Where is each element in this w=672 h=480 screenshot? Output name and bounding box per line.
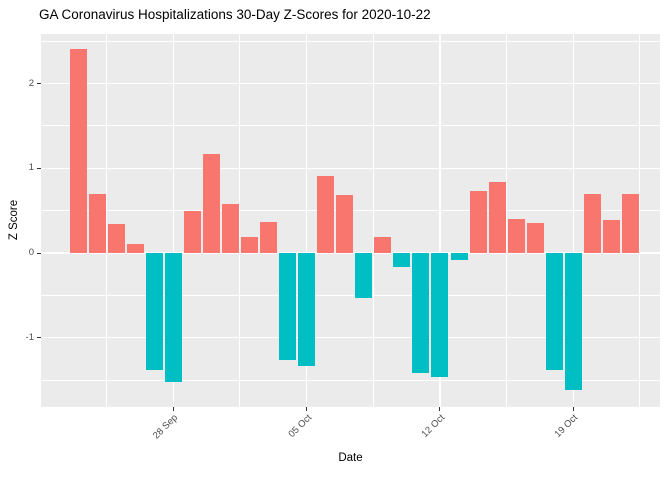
major-gridline-h (41, 167, 660, 170)
x-tick-mark (172, 407, 174, 411)
bar (221, 203, 239, 253)
minor-gridline-v (239, 34, 241, 407)
y-tick-label: -1 (25, 331, 34, 343)
x-axis-title: Date (338, 452, 363, 464)
y-tick-mark (37, 167, 41, 169)
x-tick-mark (306, 407, 308, 411)
bar (317, 175, 335, 253)
bar (507, 219, 525, 253)
minor-gridline-v (639, 34, 641, 407)
bar (183, 210, 201, 253)
major-gridline-h (41, 252, 660, 254)
bar (126, 243, 144, 253)
x-tick-label: 19 Oct (552, 412, 581, 440)
bar (145, 253, 163, 370)
bar (602, 219, 620, 253)
y-tick-mark (37, 83, 41, 85)
x-tick-label: 28 Sep (151, 412, 181, 442)
minor-gridline-h (41, 40, 660, 42)
bar (450, 253, 468, 260)
bar (412, 253, 430, 374)
major-gridline-v (572, 34, 575, 407)
minor-gridline-v (106, 34, 108, 407)
bar (355, 253, 373, 298)
y-tick-label: 0 (28, 247, 34, 258)
bar (393, 253, 411, 268)
y-tick-mark (37, 252, 41, 254)
chart-title: GA Coronavirus Hospitalizations 30-Day Z… (39, 7, 431, 22)
bar (431, 253, 449, 377)
bar (488, 181, 506, 253)
major-gridline-h (41, 336, 660, 339)
bar (88, 193, 106, 253)
bar (526, 223, 544, 253)
bar (202, 153, 220, 253)
y-tick-label: 1 (28, 162, 34, 174)
major-gridline-v (305, 34, 308, 407)
y-tick-label: 2 (28, 77, 34, 89)
plot-panel (41, 34, 660, 407)
bar (374, 236, 392, 253)
minor-gridline-v (372, 34, 374, 407)
bar (164, 253, 182, 382)
y-tick-mark (37, 337, 41, 339)
major-gridline-v (172, 34, 174, 407)
bar (279, 253, 297, 360)
bar (107, 224, 125, 253)
minor-gridline-h (41, 379, 660, 381)
bar (298, 253, 316, 367)
x-tick-label: 12 Oct (419, 412, 448, 440)
x-tick-label: 05 Oct (286, 412, 314, 440)
minor-gridline-h (41, 125, 660, 127)
bar (469, 191, 487, 253)
bar (69, 48, 87, 253)
bar (545, 253, 563, 370)
x-tick-mark (572, 407, 574, 411)
major-gridline-v (439, 34, 441, 407)
minor-gridline-h (41, 294, 660, 296)
bar (583, 193, 601, 253)
minor-gridline-v (506, 34, 508, 407)
bar (564, 253, 582, 391)
x-tick-mark (439, 407, 441, 411)
bar (240, 236, 258, 253)
bar (260, 221, 277, 253)
bar (336, 194, 354, 253)
y-axis-title-text: Z Score (8, 199, 20, 241)
major-gridline-h (41, 82, 660, 85)
bar (621, 193, 639, 253)
